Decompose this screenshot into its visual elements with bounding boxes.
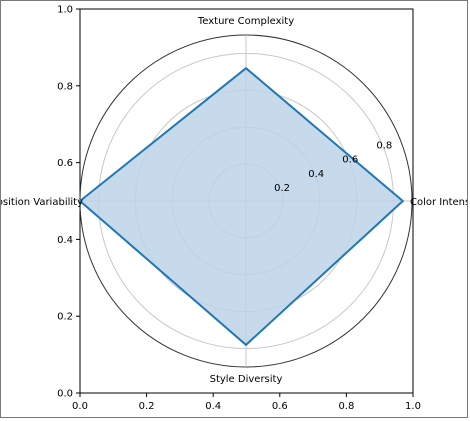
y-tick-label: 0.6 [57,158,73,169]
data-layer [78,66,405,347]
y-tick-label: 0.2 [57,312,73,323]
x-tick-label: 0.4 [205,401,221,412]
category-label: Texture Complexity [197,16,294,27]
x-tick-label: 0.6 [272,401,288,412]
x-tick-label: 0.0 [72,401,88,412]
category-labels: Color Intensity Texture Complexity Composi… [0,16,470,385]
y-tick-label: 0.0 [57,389,73,400]
x-tick-label: 0.8 [338,401,354,412]
radial-tick-labels: 0.2 0.4 0.6 0.8 [274,141,392,194]
x-tick-label: 0.2 [139,401,155,412]
radar-chart: 0.0 0.2 0.4 0.6 0.8 1.0 0.0 0.2 0.4 0.6 0.8 1.0 0.2… [0,5,470,413]
y-tick-label: 0.8 [57,81,73,92]
x-tick-label: 1.0 [405,401,421,412]
category-label: Color Intensity [410,197,467,208]
category-label: Composition Variability [1,197,83,208]
radial-tick-label: 0.6 [342,155,358,166]
radial-tick-label: 0.8 [376,141,392,152]
cartesian-ticks: 0.0 0.2 0.4 0.6 0.8 1.0 0.0 0.2 0.4 0.6 0.8 1.0 [57,5,421,413]
category-label: Style Diversity [210,374,283,385]
y-tick-label: 0.4 [57,235,73,246]
data-area-fill [80,68,403,345]
radial-tick-label: 0.4 [308,169,324,180]
data-series-line [78,66,405,347]
radial-tick-label: 0.2 [274,183,290,194]
y-tick-label: 1.0 [57,5,73,16]
